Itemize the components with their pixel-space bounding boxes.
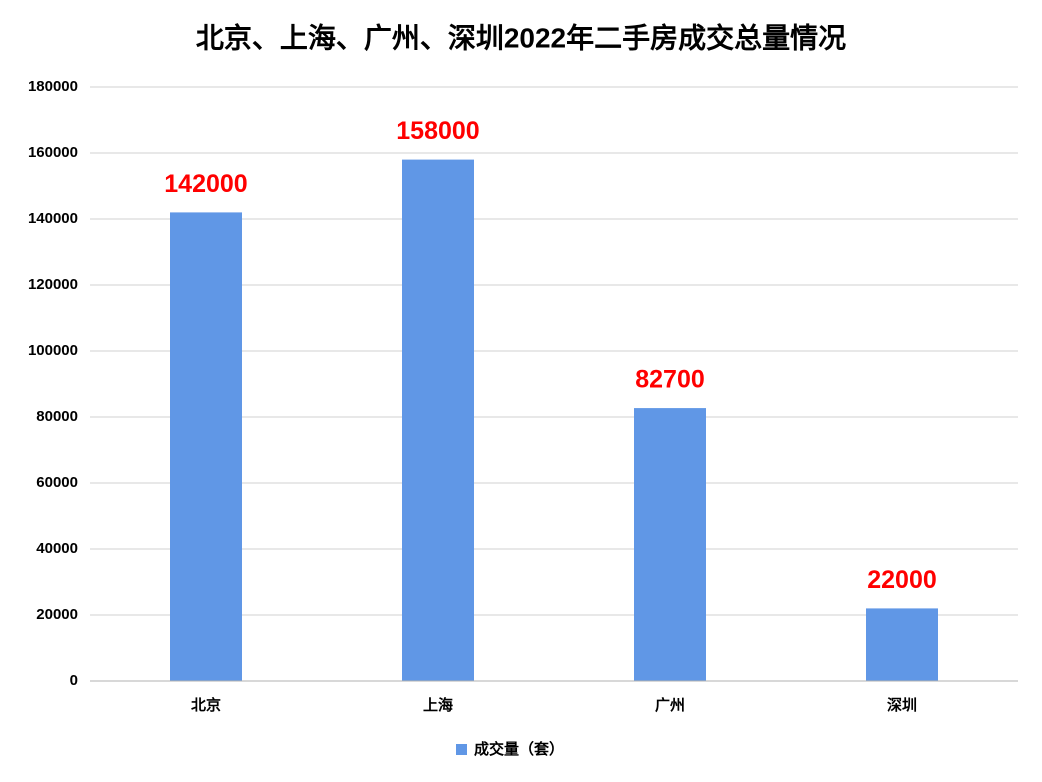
x-tick-label: 上海 [423, 696, 453, 714]
bar [402, 159, 474, 682]
y-tick-label: 140000 [28, 210, 78, 227]
y-tick-label: 80000 [36, 408, 78, 425]
y-tick-label: 40000 [36, 540, 78, 557]
y-tick-label: 20000 [36, 606, 78, 623]
y-tick-label: 60000 [36, 474, 78, 491]
y-tick-label: 100000 [28, 342, 78, 359]
x-tick-label: 北京 [191, 696, 221, 714]
x-tick-label: 深圳 [887, 696, 917, 714]
data-label: 22000 [867, 566, 937, 594]
data-label: 142000 [164, 170, 247, 198]
y-tick-label: 0 [70, 672, 78, 689]
legend-label: 成交量（套） [474, 740, 564, 758]
data-label: 82700 [635, 366, 705, 394]
x-tick-label: 广州 [655, 696, 685, 714]
y-tick-label: 120000 [28, 276, 78, 293]
bar [170, 212, 242, 681]
chart-title: 北京、上海、广州、深圳2022年二手房成交总量情况 [196, 21, 846, 53]
y-tick-label: 180000 [28, 78, 78, 95]
y-tick-label: 160000 [28, 144, 78, 161]
bar [866, 608, 938, 681]
legend-swatch [456, 744, 467, 755]
bar [634, 408, 706, 681]
data-label: 158000 [396, 117, 479, 145]
